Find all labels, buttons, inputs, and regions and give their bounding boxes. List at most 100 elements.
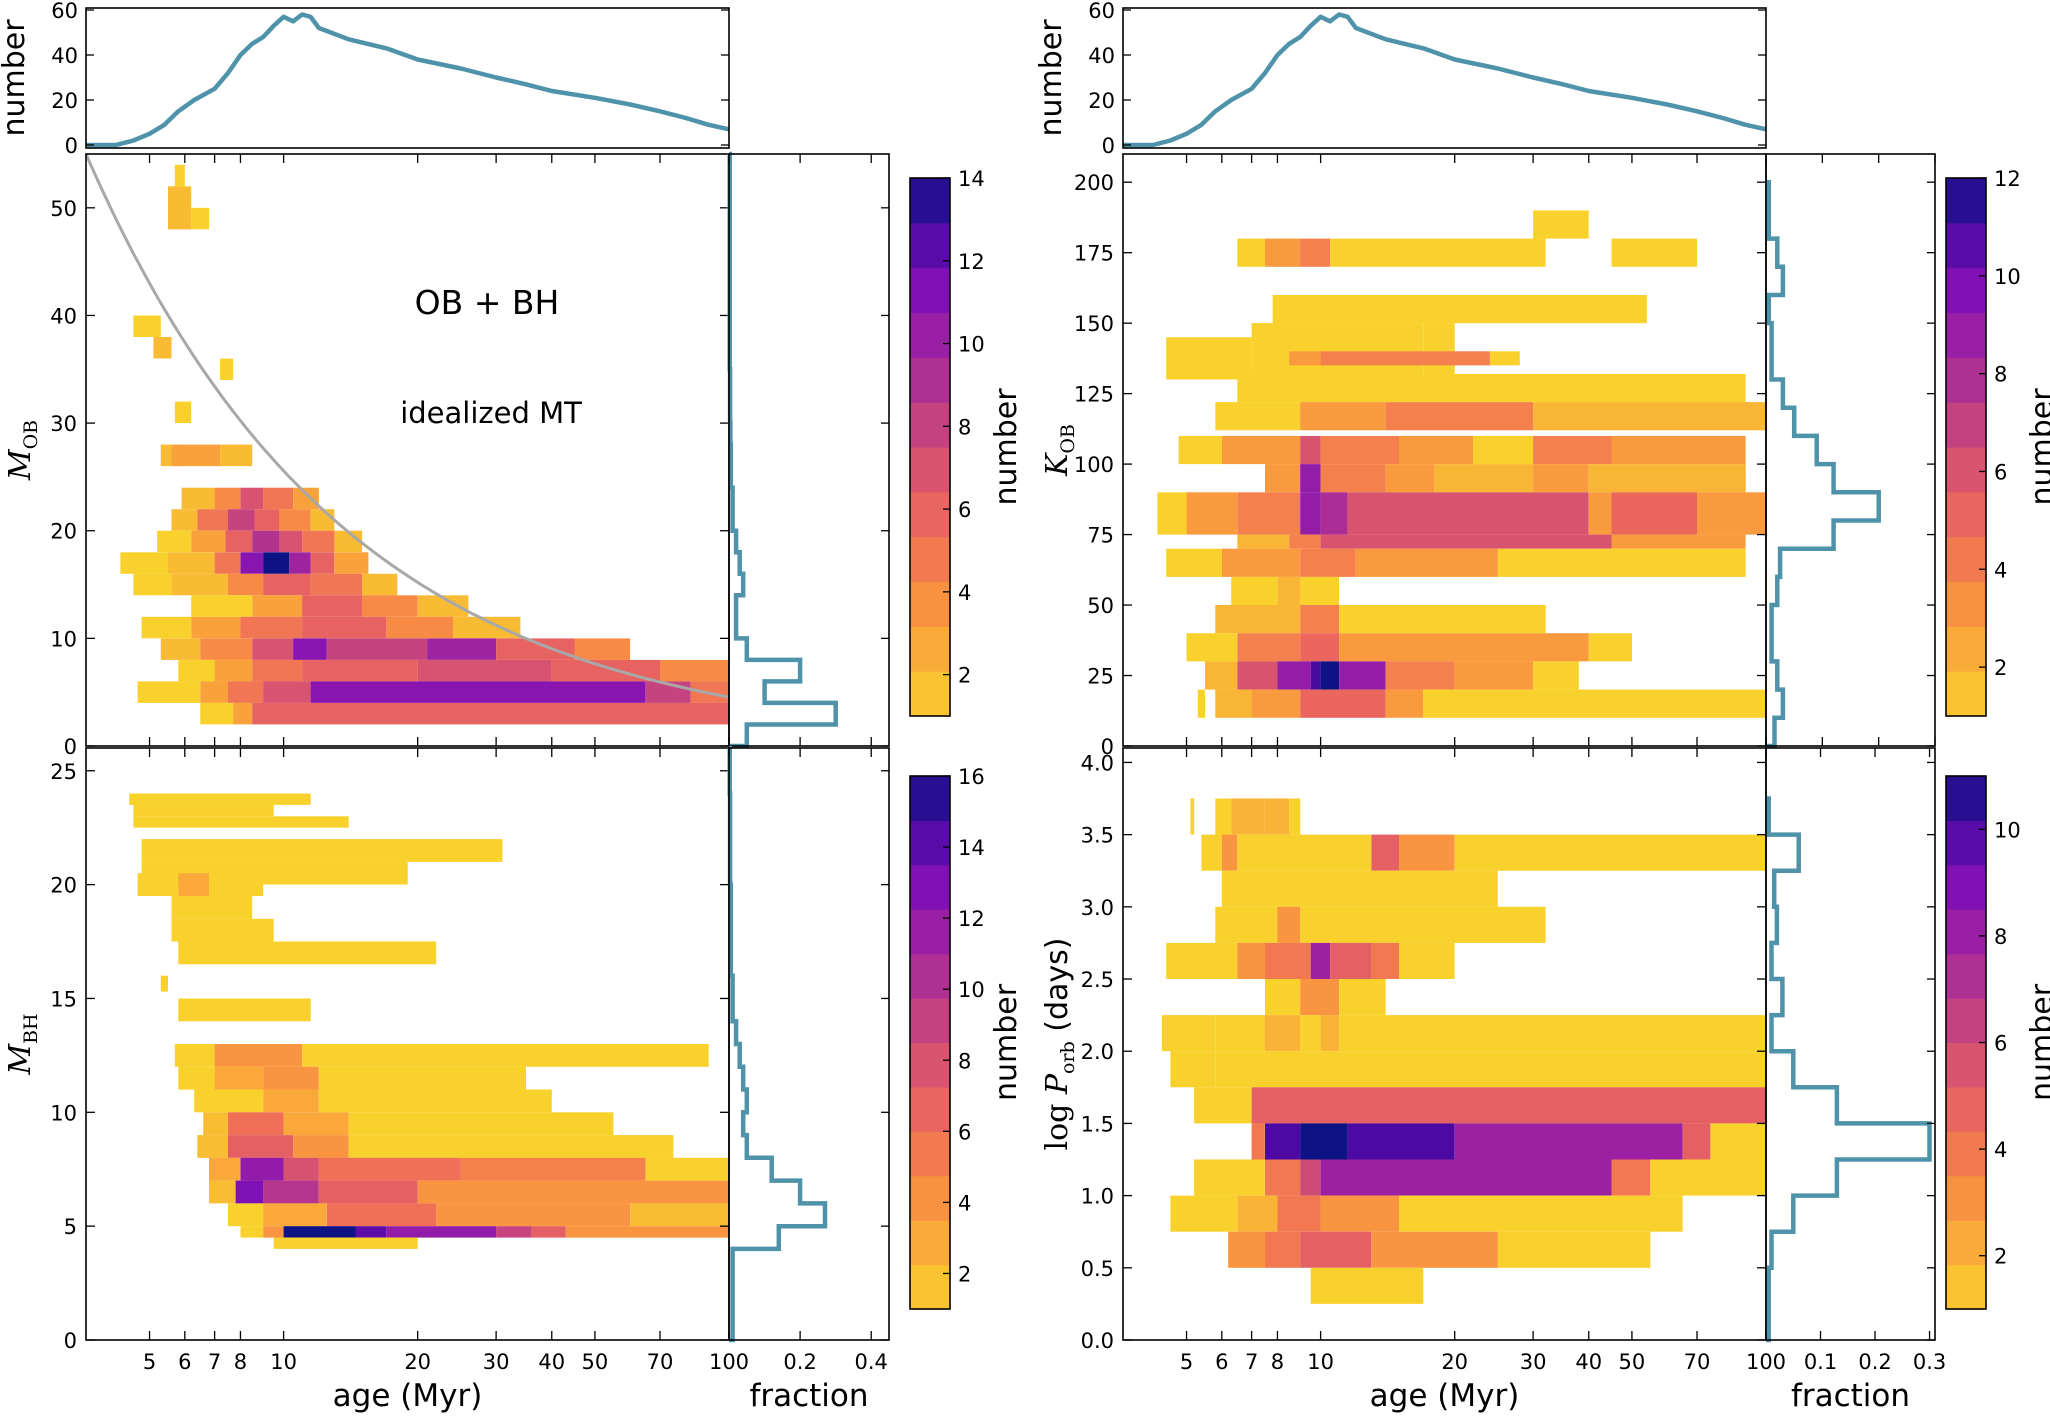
heatmap-cell	[302, 1044, 709, 1067]
colorbar-segment	[910, 1220, 950, 1266]
heatmap-cell	[174, 164, 185, 187]
heatmap-cell	[293, 1135, 349, 1158]
x-axis-label: age (Myr)	[333, 1378, 483, 1414]
heatmap-cell	[1339, 605, 1546, 634]
heatmap-cell	[1265, 238, 1301, 267]
x-tick-label: 20	[404, 1350, 431, 1374]
heatmap-cell	[214, 1044, 302, 1067]
heatmap-cell	[496, 638, 575, 660]
heatmap-cell	[1310, 661, 1321, 690]
heatmap-cell	[225, 530, 253, 553]
colorbar-tick-label: 12	[1994, 167, 2021, 191]
heatmap-cell	[1265, 1015, 1301, 1052]
heatmap-cell	[1330, 238, 1546, 267]
heatmap-cell	[1399, 942, 1455, 979]
heatmap-cell	[1237, 534, 1290, 549]
y-tick-label: 20	[50, 520, 77, 544]
colorbar-tick-label: 10	[1994, 818, 2021, 842]
heatmap-cell	[1289, 534, 1321, 549]
heatmap-cell	[1178, 435, 1222, 465]
heatmap-cell	[1371, 834, 1400, 871]
heatmap-cell	[1320, 464, 1386, 493]
y-tick-label: 175	[1074, 242, 1114, 266]
heatmap-cell	[1300, 979, 1339, 1016]
heatmap-cell	[279, 509, 311, 531]
heatmap-cell	[1237, 661, 1278, 690]
heatmap-cell	[174, 1044, 215, 1067]
heatmap-cell	[1215, 798, 1232, 835]
heatmap-cell	[1385, 464, 1435, 493]
heatmap-cell	[220, 444, 253, 467]
colorbar-tick-label: 14	[958, 836, 985, 860]
colorbar-tick-label: 8	[1994, 925, 2007, 949]
heatmap-cell	[302, 530, 335, 553]
heatmap-cell	[1588, 633, 1632, 662]
colorbar-segment	[1946, 1086, 1986, 1132]
heatmap-cell	[137, 681, 201, 703]
heatmap-cell	[197, 509, 228, 531]
heatmap-cell	[178, 659, 215, 682]
heatmap-cell	[263, 681, 311, 703]
colorbar-tick-label: 2	[958, 1262, 971, 1286]
heatmap-cell	[273, 1237, 418, 1249]
y-tick-label: 20	[51, 89, 78, 113]
heatmap-cell	[1170, 1195, 1238, 1232]
heatmap-cell	[436, 1203, 631, 1227]
colorbar-segment	[910, 491, 950, 538]
heatmap-cell	[1221, 548, 1301, 577]
heatmap-cell	[1215, 1015, 1265, 1052]
top-ylabel: number	[0, 19, 32, 137]
m-ob-panel-cells	[120, 164, 729, 725]
colorbar-segment	[910, 536, 950, 583]
heatmap-cell	[1221, 834, 1238, 871]
heatmap-cell	[348, 1112, 614, 1136]
heatmap-cell	[293, 638, 327, 660]
heatmap-cell	[1221, 435, 1301, 465]
heatmap-cell	[362, 595, 418, 617]
heatmap-cell	[565, 1226, 729, 1238]
heatmap-cell	[1300, 605, 1339, 634]
heatmap-cell	[141, 616, 192, 639]
heatmap-cell	[1611, 492, 1697, 535]
heatmap-cell	[220, 358, 234, 380]
heatmap-cell	[1423, 689, 1766, 718]
heatmap-cell	[171, 896, 253, 919]
heatmap-cell	[460, 1157, 646, 1181]
heatmap-cell	[214, 552, 241, 574]
heatmap-cell	[1682, 1123, 1711, 1160]
heatmap-cell	[326, 638, 428, 660]
colorbar-tick-label: 8	[958, 1049, 971, 1073]
heatmap-cell	[1289, 351, 1321, 366]
heatmap-cell	[1205, 661, 1238, 690]
annotation-subtitle: idealized MT	[400, 396, 582, 430]
heatmap-cell	[209, 1157, 241, 1181]
heatmap-cell	[348, 1135, 674, 1158]
colorbar-segment	[910, 820, 950, 866]
porb-panel-cells	[1161, 798, 1766, 1304]
heatmap-cell	[1611, 534, 1746, 549]
colorbar-tick-label: 12	[958, 250, 985, 274]
annotation-title: OB + BH	[415, 283, 560, 322]
heatmap-cell	[191, 616, 241, 639]
colorbar-tick-label: 10	[958, 978, 985, 1002]
colorbar-segment	[1946, 402, 1986, 448]
k-ob-panel-fraction-frame	[1765, 153, 1936, 747]
x-tick-label: 8	[234, 1350, 247, 1374]
colorbar-segment	[910, 776, 950, 821]
m-bh-panel-cells	[129, 793, 729, 1249]
x-axis-label: age (Myr)	[1370, 1378, 1520, 1414]
heatmap-cell	[168, 186, 192, 230]
porb-panel-ylabel: log Porb (days)	[1040, 937, 1079, 1150]
y-tick-label: 40	[50, 304, 77, 328]
heatmap-cell	[252, 659, 303, 682]
m-ob-panel-fraction-frame	[728, 153, 890, 747]
y-tick-label: 5	[64, 1215, 77, 1239]
heatmap-cell	[214, 1066, 264, 1090]
heatmap-cell	[191, 530, 226, 553]
heatmap-cell	[453, 616, 521, 639]
heatmap-cell	[660, 659, 729, 682]
m-bh-panel-fraction-frame	[728, 747, 890, 1341]
heatmap-cell	[1339, 633, 1589, 662]
colorbar-segment	[910, 864, 950, 910]
colorbar-segment	[1946, 1175, 1986, 1221]
